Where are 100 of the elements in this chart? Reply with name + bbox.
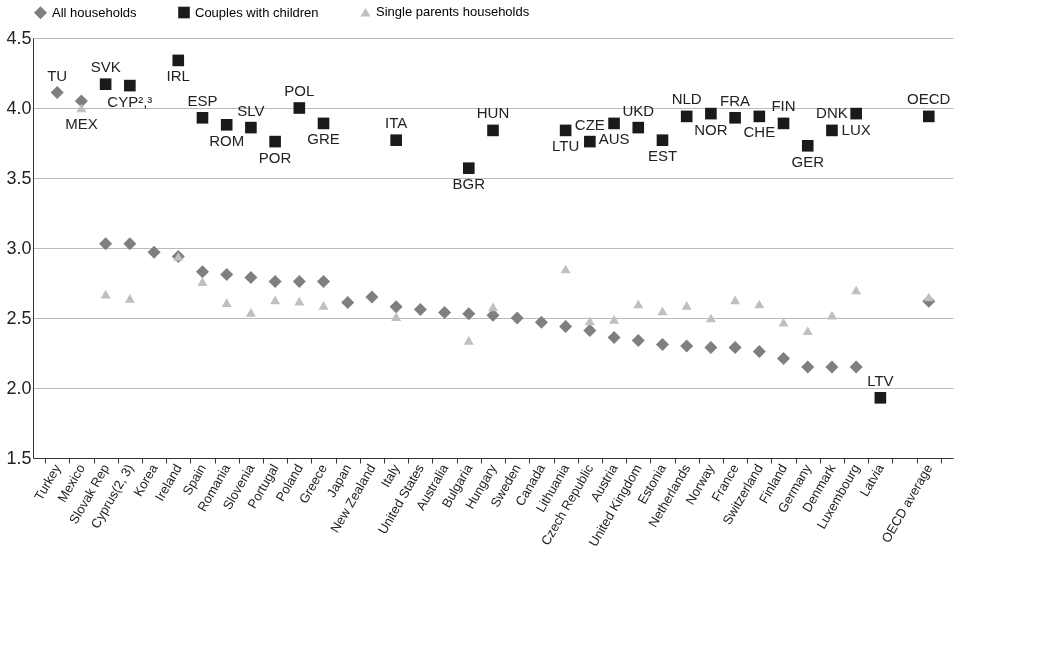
point	[631, 333, 645, 347]
point	[318, 301, 329, 310]
point	[172, 54, 185, 67]
annotation: GER	[791, 152, 825, 170]
point	[728, 340, 742, 354]
point	[730, 295, 741, 305]
point	[850, 107, 862, 120]
annotation: UKD	[622, 101, 655, 119]
point	[74, 94, 88, 108]
point	[704, 340, 718, 354]
y-tick-label: 3.0	[6, 237, 32, 258]
point	[268, 275, 282, 289]
point	[220, 268, 234, 282]
point	[221, 298, 232, 307]
point	[76, 103, 87, 113]
annotation: ROM	[209, 131, 245, 149]
annotation: LTV	[867, 371, 894, 389]
point	[534, 315, 548, 329]
point	[680, 339, 694, 353]
point	[657, 306, 668, 316]
point	[510, 311, 524, 325]
point	[100, 289, 111, 299]
point	[752, 345, 766, 359]
point	[391, 312, 402, 321]
annotation: CHE	[743, 123, 776, 141]
annotation: SVK	[90, 58, 121, 76]
point	[607, 331, 621, 345]
point	[270, 295, 281, 305]
y-tick-label: 2.0	[6, 377, 32, 398]
point	[195, 265, 209, 279]
point	[220, 118, 233, 131]
annotation: IRL	[166, 67, 190, 85]
point	[197, 277, 208, 286]
point	[50, 86, 64, 100]
point	[124, 294, 135, 303]
point	[826, 124, 838, 137]
point	[583, 324, 597, 338]
point	[390, 134, 402, 147]
annotation: CYP²,³	[107, 92, 153, 110]
annotation: POR	[258, 148, 292, 166]
point	[389, 300, 403, 314]
point	[488, 302, 498, 312]
point	[655, 338, 669, 352]
point	[584, 135, 596, 148]
annotation: NLD	[671, 90, 702, 108]
y-tick-label: 2.5	[6, 307, 32, 328]
point	[244, 270, 258, 284]
annotation: GRE	[307, 130, 340, 148]
point	[293, 102, 306, 114]
point	[632, 121, 645, 134]
point	[705, 313, 716, 323]
point	[147, 245, 161, 259]
point	[608, 117, 620, 130]
point	[245, 121, 257, 134]
point	[317, 275, 331, 289]
annotation: MEX	[65, 115, 98, 132]
point	[801, 360, 815, 374]
point	[245, 308, 256, 317]
point	[609, 315, 620, 324]
annotation: AUS	[598, 130, 630, 148]
point	[294, 296, 305, 306]
annotation: NOR	[694, 120, 728, 138]
annotation: POL	[284, 82, 315, 99]
point	[923, 292, 934, 302]
annotation: TU	[47, 66, 68, 84]
annotation: FIN	[771, 97, 796, 115]
point	[438, 305, 452, 319]
annotation: SLV	[237, 101, 265, 119]
point	[269, 135, 281, 148]
point	[849, 360, 863, 374]
point	[777, 352, 791, 366]
point	[802, 326, 813, 335]
y-tick-label: 3.5	[6, 167, 32, 188]
y-tick-label: 4.0	[6, 97, 32, 118]
point	[487, 124, 499, 137]
point	[754, 299, 765, 309]
point	[826, 310, 837, 320]
annotation: ITA	[385, 114, 408, 132]
point	[559, 319, 573, 333]
point	[123, 237, 137, 251]
point	[753, 110, 766, 123]
point	[462, 307, 476, 321]
point	[681, 301, 692, 310]
point	[559, 124, 572, 137]
point	[851, 285, 862, 295]
annotation: CZE	[574, 115, 605, 133]
point	[825, 360, 839, 374]
point	[365, 290, 379, 304]
annotation: LTU	[552, 137, 580, 155]
annotation: HUN	[476, 104, 510, 122]
point	[341, 296, 355, 310]
annotation: ESP	[187, 91, 218, 109]
point	[656, 134, 669, 147]
point	[317, 117, 330, 130]
point	[584, 316, 595, 326]
point	[413, 303, 427, 317]
point	[292, 275, 306, 289]
point	[801, 139, 814, 152]
point	[874, 391, 887, 404]
point	[560, 264, 571, 274]
